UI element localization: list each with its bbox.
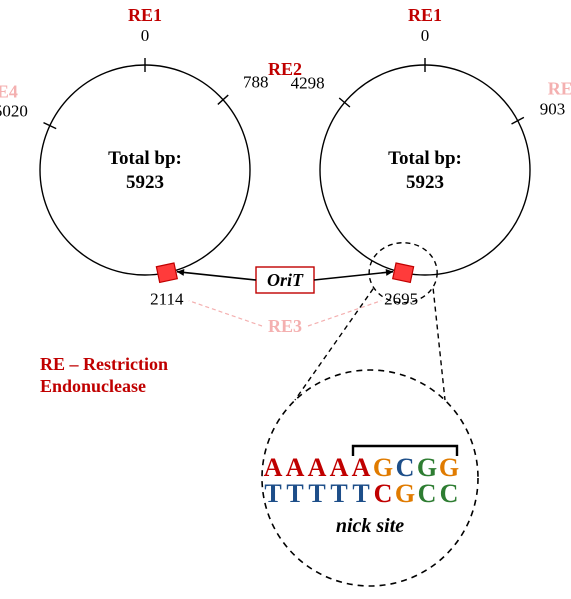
re-position: 2695 xyxy=(384,290,418,309)
seq-bot-base: C xyxy=(418,479,437,508)
re-label: RE4 xyxy=(0,82,18,102)
seq-bot-base: C xyxy=(440,479,459,508)
seq-top-base: A xyxy=(330,453,349,482)
plasmid-diagram: Total bp:5923RE10RE450207882114Total bp:… xyxy=(0,0,571,599)
re-position: 903 xyxy=(540,100,566,119)
re-label: RE1 xyxy=(128,5,162,25)
seq-bot-base: T xyxy=(264,479,281,508)
legend-line: Endonuclease xyxy=(40,376,146,396)
re-position: 0 xyxy=(421,26,430,45)
re3-label: RE3 xyxy=(268,316,302,336)
seq-top-base: A xyxy=(352,453,371,482)
seq-top-base: A xyxy=(308,453,327,482)
total-bp-label: Total bp: xyxy=(388,148,462,169)
total-bp-label: Total bp: xyxy=(108,148,182,169)
legend-line: RE – Restriction xyxy=(40,354,168,374)
seq-bot-base: T xyxy=(308,479,325,508)
re-position: 2114 xyxy=(150,290,184,309)
re-position: 788 xyxy=(243,73,269,92)
seq-top-base: G xyxy=(417,453,437,482)
orit-label: OriT xyxy=(267,270,304,290)
orit-marker xyxy=(393,263,414,282)
seq-top-base: G xyxy=(373,453,393,482)
seq-top-base: A xyxy=(286,453,305,482)
re-label: RE4 xyxy=(548,79,571,99)
nick-site-label: nick site xyxy=(336,515,404,537)
seq-top-base: A xyxy=(264,453,283,482)
seq-bot-base: T xyxy=(286,479,303,508)
seq-bot-base: G xyxy=(395,479,415,508)
re-position: 0 xyxy=(141,26,150,45)
bg xyxy=(0,0,571,599)
seq-bot-base: T xyxy=(352,479,369,508)
re-label: RE1 xyxy=(408,5,442,25)
seq-top-base: G xyxy=(439,453,459,482)
re-position: 5020 xyxy=(0,102,28,121)
total-bp-value: 5923 xyxy=(406,172,444,193)
orit-marker xyxy=(156,263,177,282)
seq-bot-base: T xyxy=(330,479,347,508)
total-bp-value: 5923 xyxy=(126,172,164,193)
seq-top-base: C xyxy=(396,453,415,482)
re2-label: RE2 xyxy=(268,59,302,79)
seq-bot-base: C xyxy=(374,479,393,508)
